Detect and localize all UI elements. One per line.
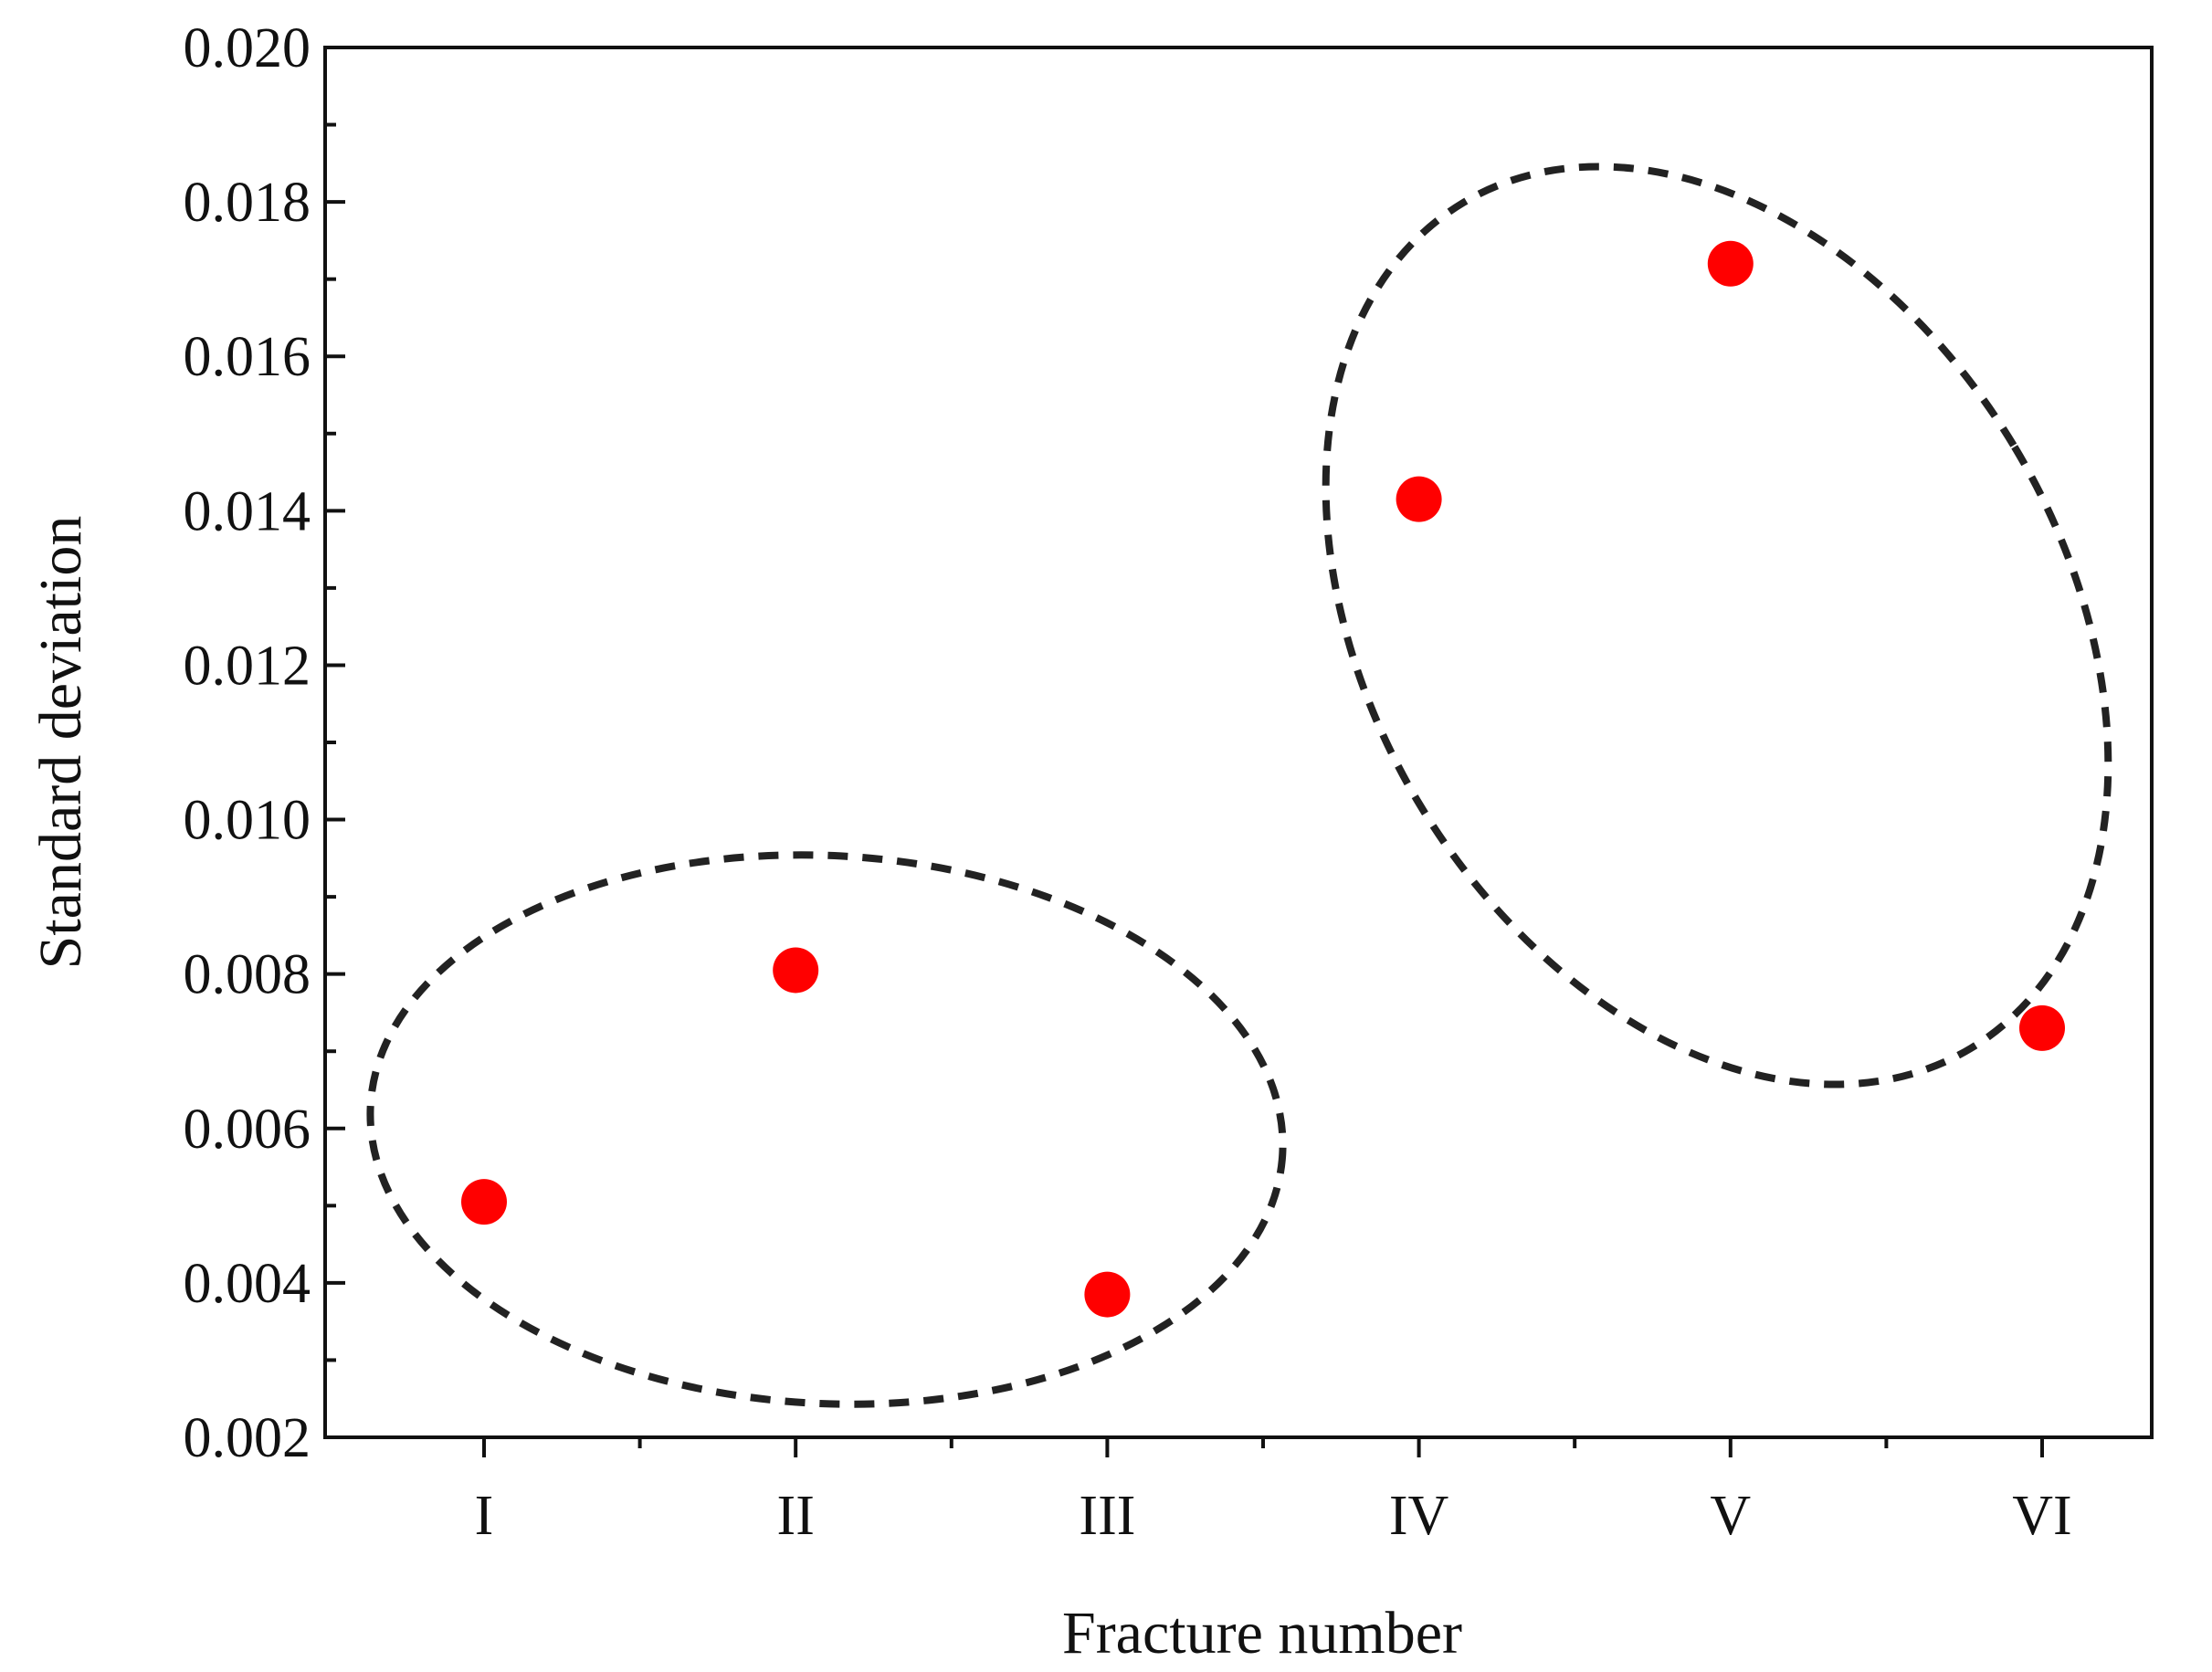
y-tick-label: 0.010 [184, 790, 311, 852]
x-axis: I II III IV V VI [475, 1437, 2072, 1547]
data-point [2019, 1004, 2065, 1051]
y-tick-label: 0.006 [184, 1099, 311, 1161]
data-point [773, 947, 819, 994]
y-tick-label: 0.018 [184, 172, 311, 234]
y-axis-title: Standard deviation [27, 516, 94, 970]
x-tick-label: VI [2012, 1485, 2071, 1547]
x-tick-label: II [777, 1485, 815, 1547]
data-point [1707, 240, 1754, 287]
y-tick-label: 0.016 [184, 326, 311, 388]
x-tick-label: I [475, 1485, 494, 1547]
y-tick-label: 0.002 [184, 1407, 311, 1469]
data-points [461, 240, 2065, 1318]
data-point [1084, 1271, 1131, 1318]
y-tick-label: 0.014 [184, 480, 311, 542]
y-tick-label: 0.020 [184, 17, 311, 79]
annotations [366, 163, 2112, 1408]
data-point [1396, 476, 1442, 522]
y-tick-label: 0.004 [184, 1253, 311, 1315]
x-tick-label: IV [1389, 1485, 1449, 1547]
x-tick-label: III [1079, 1485, 1135, 1547]
y-tick-label: 0.008 [184, 944, 311, 1006]
x-axis-title: Fracture number [1062, 1600, 1462, 1667]
x-tick-label: V [1710, 1485, 1751, 1547]
group-ellipse-right [1322, 163, 2112, 1088]
y-axis: 0.002 0.004 0.006 0.008 0.010 0.012 0.014 0.016… [184, 17, 345, 1469]
group-ellipse-left [366, 851, 1287, 1408]
data-point [461, 1179, 507, 1225]
y-tick-label: 0.012 [184, 635, 311, 697]
